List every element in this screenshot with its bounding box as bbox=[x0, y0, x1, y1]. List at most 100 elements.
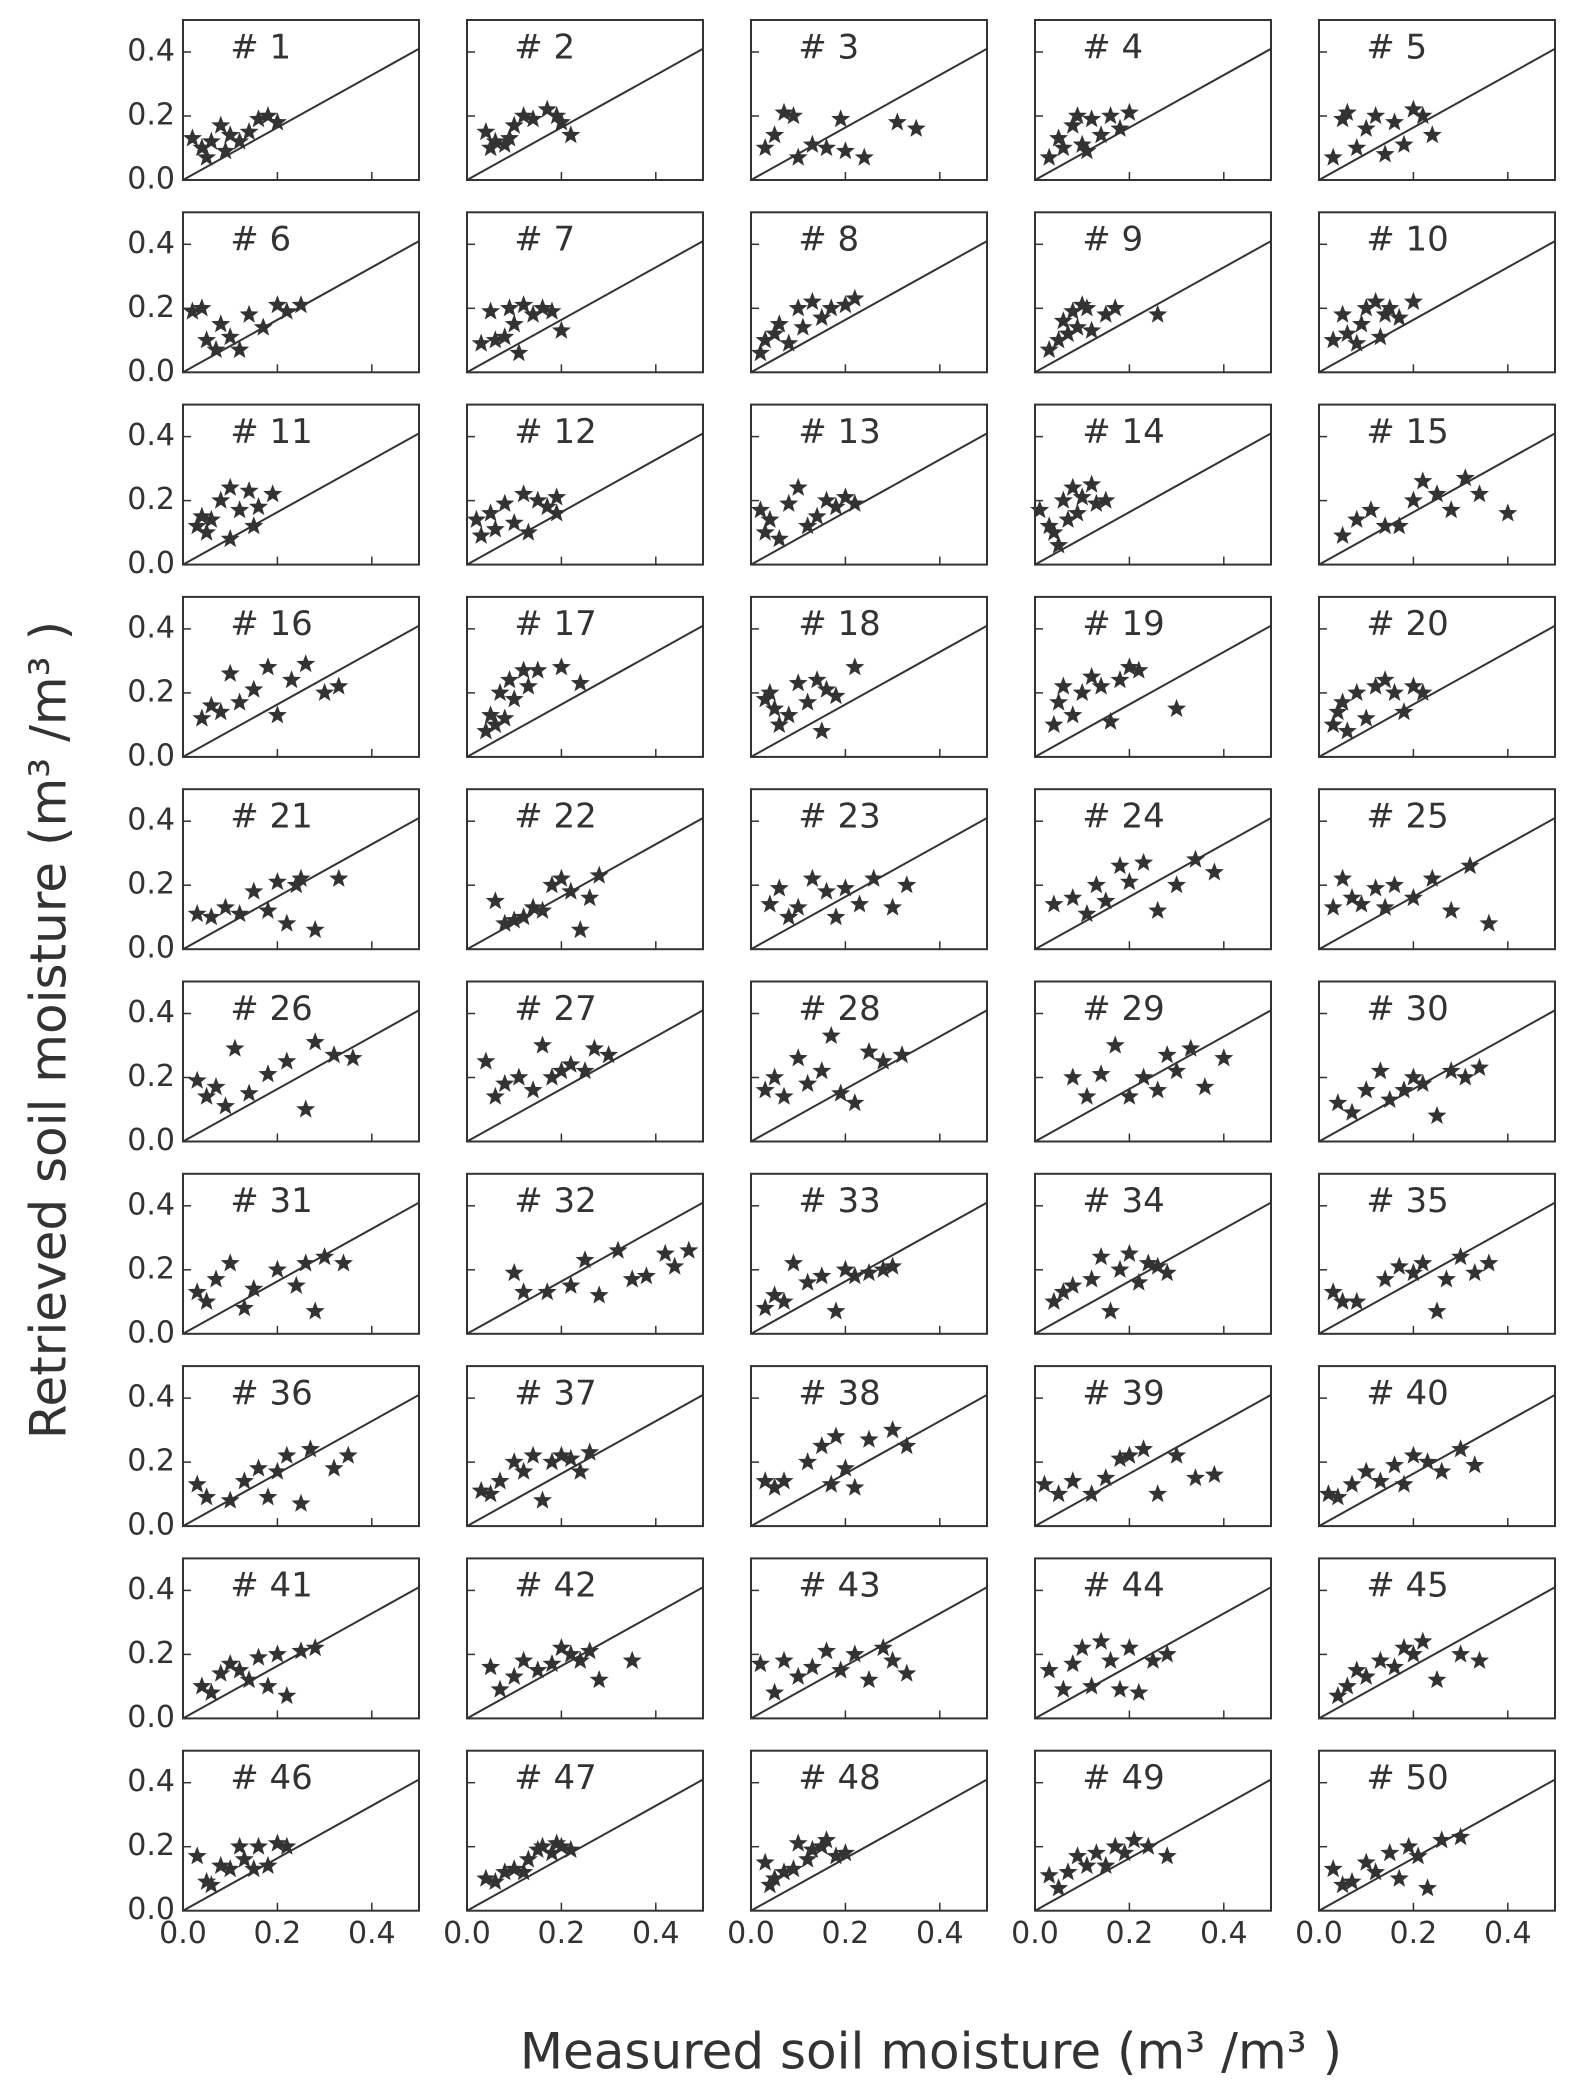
data-point bbox=[1375, 897, 1395, 916]
data-point bbox=[1072, 1638, 1092, 1657]
y-tick-label: 0.2 bbox=[127, 1636, 175, 1671]
plot-frame bbox=[1034, 788, 1272, 951]
data-point bbox=[835, 295, 855, 314]
data-point bbox=[1470, 1650, 1489, 1669]
reference-line bbox=[1318, 240, 1556, 374]
panel: # 43 bbox=[750, 1557, 988, 1720]
reference-line bbox=[466, 1201, 704, 1335]
data-point bbox=[1077, 904, 1097, 923]
y-tick-label: 0.4 bbox=[127, 995, 175, 1030]
data-point bbox=[500, 128, 519, 147]
data-point bbox=[580, 1442, 600, 1461]
plot-frame bbox=[1034, 403, 1272, 566]
plot-frame bbox=[750, 980, 988, 1143]
plot-frame bbox=[466, 1172, 704, 1335]
plot-frame bbox=[182, 1172, 420, 1335]
data-point bbox=[220, 1253, 240, 1272]
data-point bbox=[845, 1266, 865, 1285]
data-point bbox=[765, 1067, 785, 1086]
panel-title: # 28 bbox=[798, 989, 881, 1029]
plot-frame bbox=[466, 595, 704, 758]
panel-title: # 2 bbox=[514, 27, 575, 67]
data-point bbox=[547, 487, 567, 506]
data-point bbox=[338, 1445, 358, 1464]
data-point bbox=[1039, 1660, 1059, 1679]
reference-line bbox=[1318, 47, 1556, 181]
data-point bbox=[1342, 1871, 1362, 1890]
data-point bbox=[504, 689, 524, 708]
data-point bbox=[821, 1025, 841, 1044]
panel: # 27 bbox=[466, 980, 704, 1143]
reference-line bbox=[466, 1009, 704, 1143]
data-point bbox=[528, 1660, 548, 1679]
panel-title: # 42 bbox=[514, 1566, 597, 1606]
data-point bbox=[1470, 1057, 1489, 1076]
panel: # 28 bbox=[750, 980, 988, 1143]
data-point bbox=[1091, 1247, 1111, 1266]
data-point bbox=[1375, 670, 1395, 689]
plot-frame bbox=[750, 1557, 988, 1720]
data-point bbox=[509, 1067, 529, 1086]
plot-frame bbox=[750, 595, 988, 758]
data-point bbox=[845, 1644, 865, 1663]
data-point bbox=[906, 118, 926, 137]
data-point bbox=[504, 910, 524, 929]
data-point bbox=[570, 673, 590, 692]
data-point bbox=[793, 317, 813, 336]
data-point bbox=[220, 529, 240, 548]
panel: # 7 bbox=[466, 211, 704, 374]
data-point bbox=[1389, 516, 1409, 535]
panel-title: # 14 bbox=[1082, 412, 1165, 452]
data-point bbox=[249, 1458, 268, 1477]
data-point bbox=[1157, 1644, 1177, 1663]
plot-frame bbox=[750, 1172, 988, 1335]
panel-title: # 44 bbox=[1082, 1566, 1165, 1606]
data-point bbox=[1082, 1676, 1102, 1695]
data-point bbox=[897, 875, 917, 894]
data-point bbox=[533, 1836, 552, 1855]
plot-frame bbox=[1034, 1365, 1272, 1528]
data-point bbox=[1105, 1035, 1125, 1054]
panel: # 42 bbox=[466, 1557, 704, 1720]
data-point bbox=[812, 1436, 832, 1455]
data-point bbox=[1413, 1073, 1433, 1092]
reference-line bbox=[1034, 47, 1272, 181]
panel-title: # 11 bbox=[230, 412, 313, 452]
data-point bbox=[580, 888, 600, 907]
data-point bbox=[765, 1682, 785, 1701]
panel: 0.0 0.2 0.4 # 16 bbox=[127, 595, 420, 773]
data-point bbox=[1356, 1666, 1376, 1685]
data-point bbox=[263, 484, 283, 503]
data-point bbox=[514, 484, 534, 503]
data-point bbox=[537, 1282, 557, 1301]
data-point bbox=[817, 1641, 836, 1660]
data-point bbox=[755, 1080, 775, 1099]
plot-frame bbox=[1318, 211, 1556, 374]
data-point bbox=[537, 497, 557, 516]
data-point bbox=[807, 506, 827, 525]
data-point bbox=[817, 490, 836, 509]
data-point bbox=[192, 1676, 212, 1695]
data-point bbox=[1077, 1086, 1097, 1105]
data-point bbox=[258, 106, 278, 125]
y-axis-label: Retrieved soil moisture (m³ /m³ ) bbox=[20, 621, 78, 1439]
data-point bbox=[1077, 1855, 1097, 1874]
panel-title: # 33 bbox=[798, 1181, 881, 1221]
panel-title: # 34 bbox=[1082, 1181, 1165, 1221]
data-point bbox=[760, 509, 780, 528]
data-point bbox=[495, 913, 515, 932]
data-point bbox=[481, 503, 501, 522]
panel-title: # 15 bbox=[1366, 412, 1449, 452]
y-tick-label: 0.4 bbox=[127, 1380, 175, 1415]
data-point bbox=[1110, 670, 1130, 689]
panel: # 39 bbox=[1034, 1365, 1272, 1528]
panel: 0.0 0.2 0.4 # 31 bbox=[127, 1172, 420, 1350]
data-point bbox=[798, 1272, 818, 1291]
data-point bbox=[1441, 500, 1461, 519]
data-point bbox=[187, 904, 207, 923]
data-point bbox=[466, 509, 486, 528]
data-point bbox=[1186, 849, 1205, 868]
y-tick-label: 0.4 bbox=[127, 1764, 175, 1799]
panel-title: # 9 bbox=[1082, 220, 1143, 260]
data-point bbox=[1101, 1650, 1120, 1669]
